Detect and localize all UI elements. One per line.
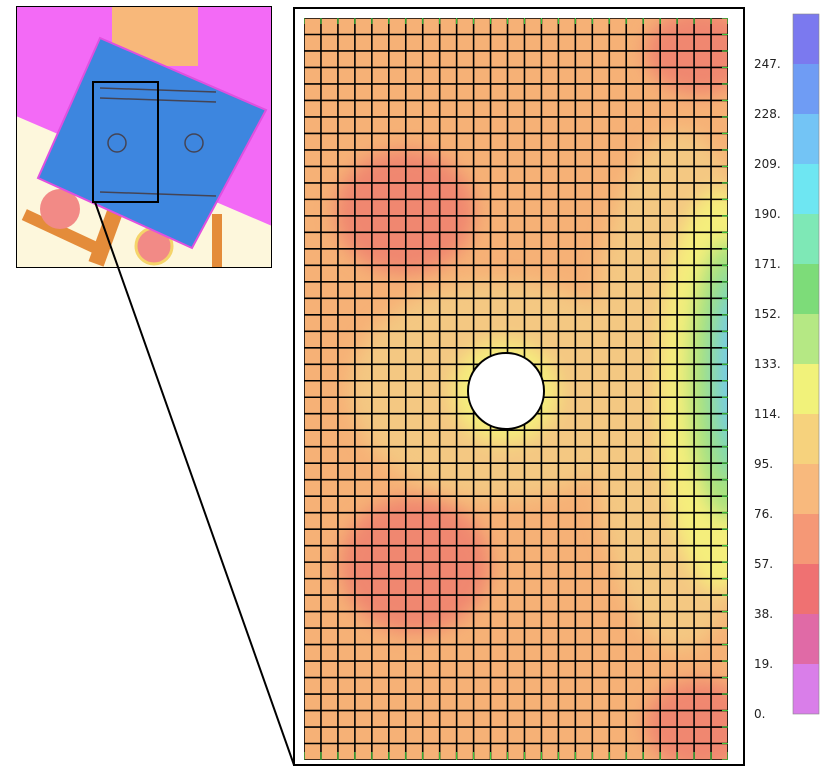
inset-bolt-hole-left — [107, 133, 127, 153]
plot-border — [293, 7, 745, 766]
inset-pink-circle-left — [40, 189, 80, 229]
hot-spot-top-right — [645, 18, 728, 94]
inset-border — [16, 6, 272, 268]
legend-swatch — [793, 614, 819, 664]
legend-swatch — [793, 564, 819, 614]
teal-band-right — [710, 271, 728, 479]
legend-swatch — [793, 314, 819, 364]
cyan-band-right — [722, 309, 728, 431]
legend-swatch — [793, 364, 819, 414]
color-legend — [792, 13, 820, 715]
hot-spot-lower — [340, 497, 490, 633]
center-hole — [467, 352, 545, 430]
legend-swatch — [793, 14, 819, 64]
legend-swatch — [793, 514, 819, 564]
overview-inset — [16, 6, 272, 268]
legend-swatch — [793, 214, 819, 264]
legend-swatch — [793, 64, 819, 114]
edge-markers — [304, 18, 728, 760]
legend-swatch — [793, 114, 819, 164]
inset-orange-bar-left — [21, 209, 109, 259]
legend-bar-border — [792, 13, 820, 715]
hot-spot-bottom-right — [645, 680, 728, 760]
inset-orange-bar-right — [212, 214, 222, 268]
legend-swatch — [793, 164, 819, 214]
legend-swatch — [793, 464, 819, 514]
legend-swatch — [793, 664, 819, 714]
legend-swatch — [793, 264, 819, 314]
inset-zoom-box — [92, 81, 159, 203]
legend-swatch — [793, 414, 819, 464]
zoom-connector-line — [94, 201, 295, 766]
inset-bolt-hole-right — [184, 133, 204, 153]
